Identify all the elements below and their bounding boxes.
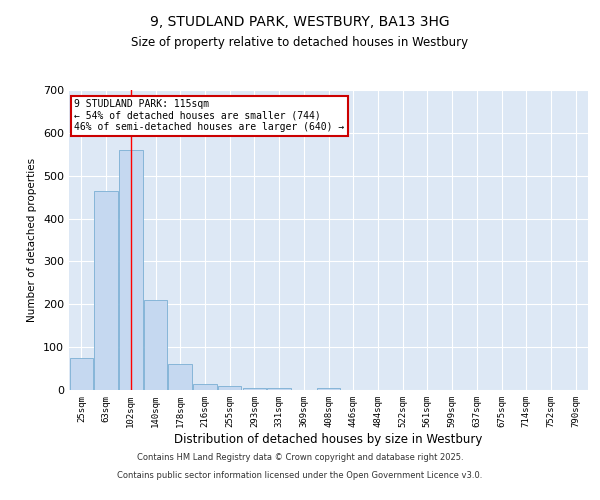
Bar [242,388,266,390]
Bar [70,358,93,390]
Bar [193,384,217,390]
Text: Contains public sector information licensed under the Open Government Licence v3: Contains public sector information licen… [118,472,482,480]
Bar [317,388,340,390]
X-axis label: Distribution of detached houses by size in Westbury: Distribution of detached houses by size … [175,432,482,446]
Bar [218,386,241,390]
Text: 9 STUDLAND PARK: 115sqm
← 54% of detached houses are smaller (744)
46% of semi-d: 9 STUDLAND PARK: 115sqm ← 54% of detache… [74,99,344,132]
Text: 9, STUDLAND PARK, WESTBURY, BA13 3HG: 9, STUDLAND PARK, WESTBURY, BA13 3HG [150,16,450,30]
Bar [144,300,167,390]
Bar [119,150,143,390]
Bar [268,388,291,390]
Bar [169,364,192,390]
Text: Contains HM Land Registry data © Crown copyright and database right 2025.: Contains HM Land Registry data © Crown c… [137,453,463,462]
Bar [94,190,118,390]
Y-axis label: Number of detached properties: Number of detached properties [28,158,37,322]
Text: Size of property relative to detached houses in Westbury: Size of property relative to detached ho… [131,36,469,49]
